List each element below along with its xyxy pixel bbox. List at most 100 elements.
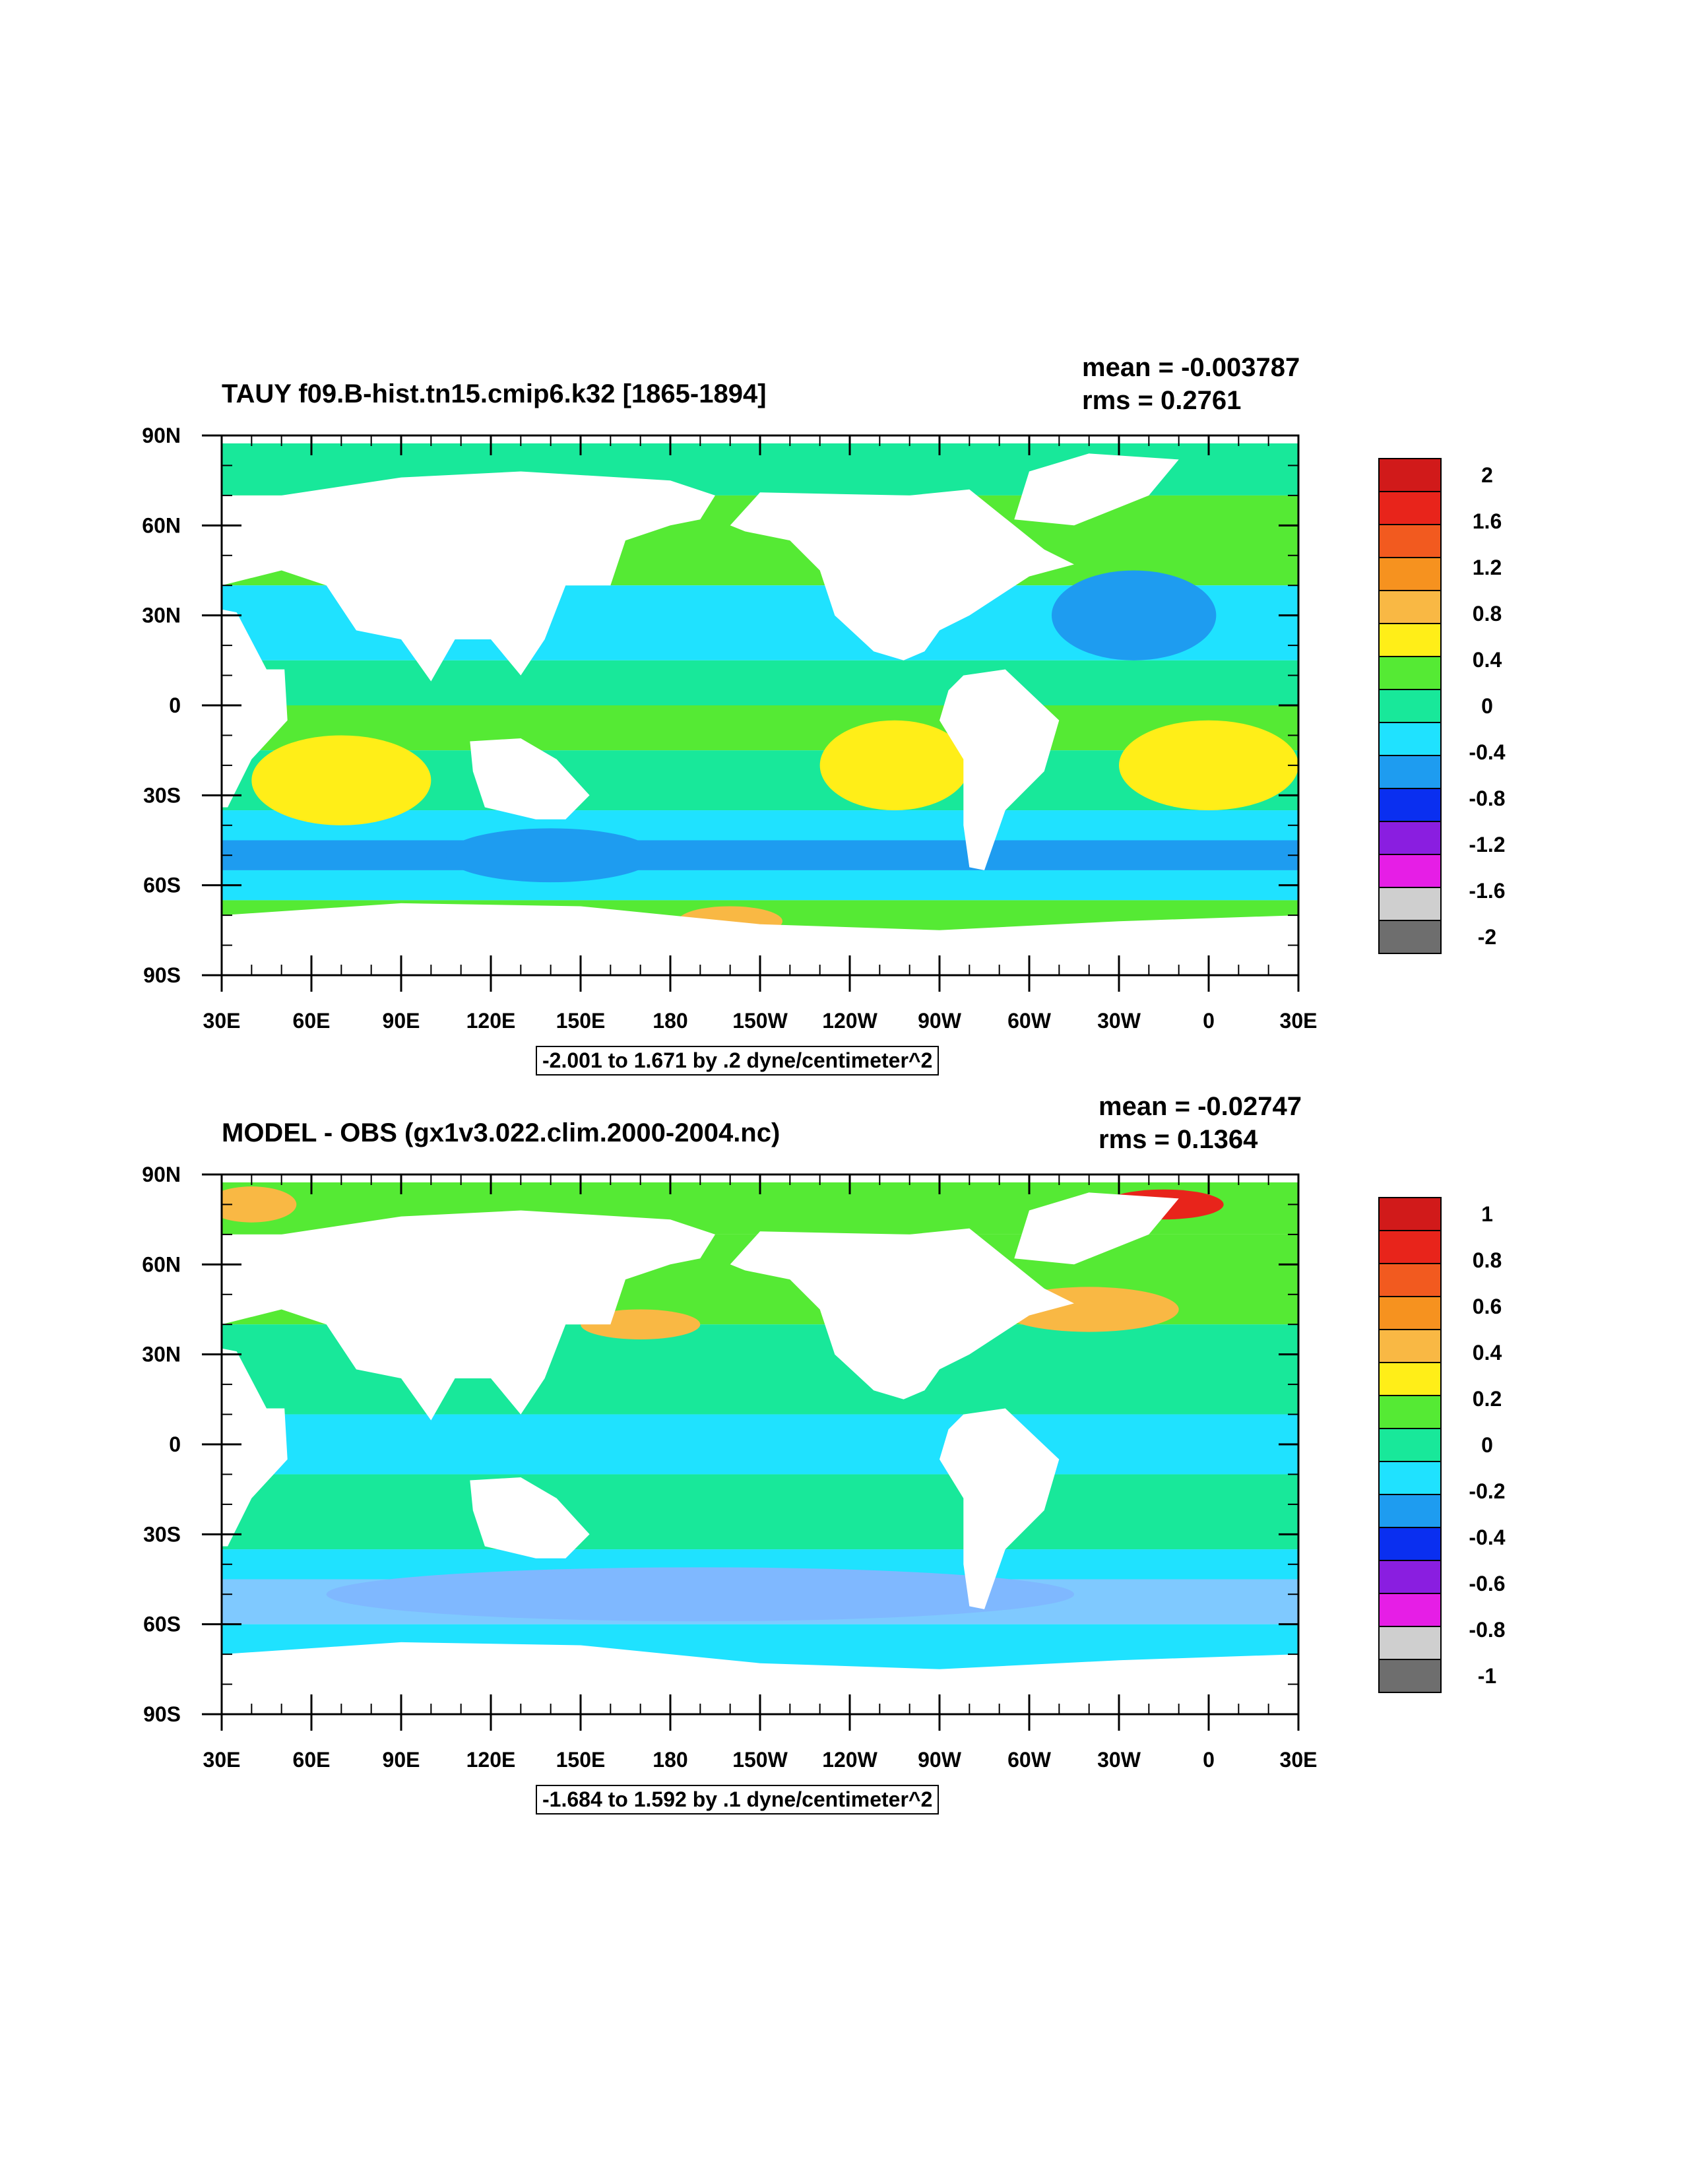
field-anomaly	[251, 735, 431, 825]
colorbar-box	[1378, 590, 1442, 624]
lon-label: 150W	[732, 1009, 788, 1033]
colorbar-label: 0.4	[1473, 1341, 1502, 1365]
colorbar-box	[1378, 689, 1442, 723]
land-mask	[222, 471, 715, 682]
colorbar-box	[1378, 1626, 1442, 1660]
field-band	[222, 810, 1298, 841]
land-mask	[222, 1210, 715, 1421]
land-mask	[940, 1408, 1060, 1609]
colorbar-label: -0.8	[1469, 1618, 1505, 1642]
lon-label: 30W	[1097, 1009, 1141, 1033]
colorbar-label: 1	[1481, 1202, 1493, 1226]
colorbar-box	[1378, 1197, 1442, 1231]
colorbar-box	[1378, 1527, 1442, 1561]
lon-label: 0	[1203, 1748, 1215, 1772]
colorbar-box	[1378, 1494, 1442, 1528]
lon-label: 60W	[1007, 1009, 1052, 1033]
rms-value: rms = 0.2761	[1082, 386, 1242, 415]
field-band	[222, 1474, 1298, 1550]
colorbar-label: 1.2	[1473, 556, 1502, 579]
land-mask	[222, 594, 288, 808]
lon-label: 120E	[466, 1748, 516, 1772]
contour-range-label: -2.001 to 1.671 by .2 dyne/centimeter^2	[536, 1046, 940, 1076]
land-mask	[470, 1477, 590, 1558]
colorbar-box	[1378, 1263, 1442, 1297]
panel-bottom: MODEL - OBS (gx1v3.022.clim.2000-2004.nc…	[0, 1089, 1689, 2184]
lon-label: 150W	[732, 1748, 788, 1772]
colorbar-label: -2	[1478, 925, 1496, 949]
panel-top: TAUY f09.B-hist.tn15.cmip6.k32 [1865-189…	[0, 0, 1689, 1089]
lon-label: 180	[653, 1009, 687, 1033]
lon-label: 30E	[1280, 1009, 1318, 1033]
colorbar-label: -0.8	[1469, 787, 1505, 810]
lon-label: 180	[653, 1748, 687, 1772]
lon-label: 30E	[1280, 1748, 1318, 1772]
colorbar-box	[1378, 491, 1442, 525]
colorbar-box	[1378, 1659, 1442, 1693]
mean-value: mean = -0.02747	[1099, 1092, 1302, 1121]
plot-title: MODEL - OBS (gx1v3.022.clim.2000-2004.nc…	[222, 1118, 781, 1147]
colorbar-label: 0.8	[1473, 602, 1502, 626]
lat-label: 60N	[142, 513, 181, 537]
lon-label: 90W	[918, 1748, 962, 1772]
lon-label: 30E	[203, 1748, 241, 1772]
lat-label: 0	[169, 693, 181, 717]
lat-label: 30S	[143, 783, 181, 807]
colorbar-box	[1378, 788, 1442, 822]
land-mask	[940, 669, 1060, 870]
lat-label: 60N	[142, 1252, 181, 1276]
colorbar-label: -1	[1478, 1664, 1496, 1688]
lon-label: 150E	[556, 1748, 606, 1772]
colorbar-box	[1378, 920, 1442, 954]
colorbar-label: 0	[1481, 1433, 1493, 1457]
field-anomaly	[446, 828, 656, 883]
field-band	[222, 1414, 1298, 1475]
colorbar-box	[1378, 656, 1442, 690]
colorbar-box	[1378, 1560, 1442, 1594]
colorbar-label: 1.6	[1473, 509, 1502, 533]
land-mask	[1014, 453, 1179, 526]
lon-label: 60E	[293, 1748, 331, 1772]
land-mask	[222, 1333, 288, 1547]
map-plot-top: 90N 60N 30N 0 30S 60S 90S 30E 60E 90E 120E 150E 180 1…	[142, 424, 1505, 1033]
colorbar-label: -1.2	[1469, 833, 1505, 856]
colorbar-box	[1378, 854, 1442, 888]
colorbar-label: -0.6	[1469, 1572, 1505, 1595]
colorbar-label: -1.6	[1469, 879, 1505, 903]
field-band	[222, 840, 1298, 870]
lon-label: 60W	[1007, 1748, 1052, 1772]
lon-label: 90E	[383, 1009, 420, 1033]
field-anomaly	[222, 1186, 297, 1223]
contour-range-label: -1.684 to 1.592 by .1 dyne/centimeter^2	[536, 1785, 940, 1815]
colorbar-box	[1378, 458, 1442, 492]
colorbar-label: 0.8	[1473, 1248, 1502, 1272]
mean-value: mean = -0.003787	[1082, 353, 1300, 382]
lon-label: 90E	[383, 1748, 420, 1772]
map-plot-bottom: 90N 60N 30N 0 30S 60S 90S 30E 60E 90E 120E 150E 180 1…	[142, 1163, 1505, 1772]
colorbar-box	[1378, 1230, 1442, 1264]
lat-label: 60S	[143, 1613, 181, 1636]
colorbar-box	[1378, 1329, 1442, 1363]
colorbar-label: -0.4	[1469, 740, 1505, 764]
lon-label: 120W	[822, 1748, 877, 1772]
colorbar-label: -0.2	[1469, 1479, 1505, 1503]
colorbar-label: 0.2	[1473, 1387, 1502, 1411]
land-mask	[470, 738, 590, 819]
lat-label: 90N	[142, 424, 181, 447]
ocean-field	[222, 435, 1298, 975]
lat-label: 30N	[142, 1343, 181, 1366]
lat-label: 90S	[143, 1702, 181, 1726]
colorbar-label: -0.4	[1469, 1526, 1505, 1549]
field-band	[222, 870, 1298, 901]
colorbar-box	[1378, 722, 1442, 756]
ocean-field	[222, 1174, 1298, 1714]
colorbar-label: 0.6	[1473, 1295, 1502, 1318]
colorbar-box	[1378, 1362, 1442, 1396]
lat-label: 60S	[143, 874, 181, 897]
field-anomaly	[1119, 720, 1298, 811]
field-band	[222, 705, 1298, 751]
lat-label: 90S	[143, 963, 181, 987]
colorbar-box	[1378, 557, 1442, 591]
lat-label: 90N	[142, 1163, 181, 1186]
colorbar-box	[1378, 1428, 1442, 1462]
